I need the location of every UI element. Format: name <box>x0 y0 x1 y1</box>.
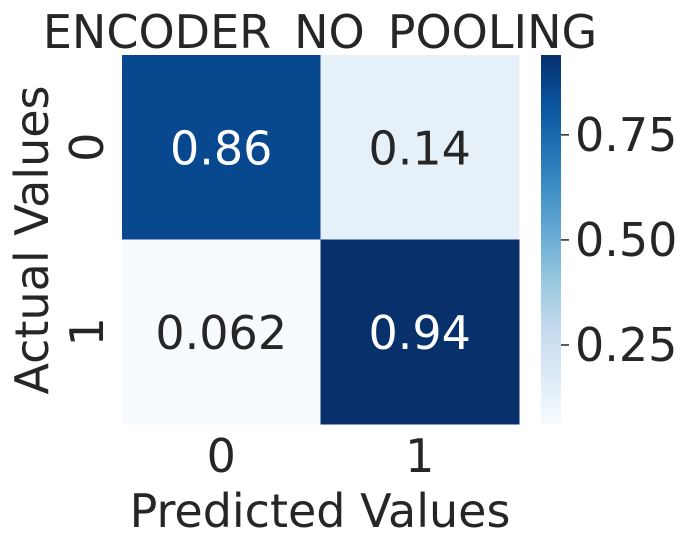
y-axis-label: Actual Values <box>5 85 59 394</box>
chart-title: ENCODER_NO_POOLING <box>43 5 597 59</box>
x-tick-label: 1 <box>405 429 434 483</box>
y-tick-labels: 01 <box>60 133 114 347</box>
heatmap-cell-labels: 0.86 0.14 0.062 0.94 <box>155 121 471 360</box>
heatmap-cell-r0-c1 <box>320 55 520 240</box>
colorbar-tick-label: 0.25 <box>575 318 677 372</box>
cell-value-label: 0.14 <box>369 121 471 175</box>
colorbar-tick-label: 0.75 <box>575 108 677 162</box>
cell-value-label: 0.062 <box>155 306 287 360</box>
colorbar-tick-label: 0.50 <box>575 213 677 267</box>
colorbar-ticks: 0.25 0.50 0.75 <box>561 108 677 372</box>
x-tick-label: 0 <box>207 429 236 483</box>
cell-value-label: 0.86 <box>170 121 272 175</box>
x-axis-label: Predicted Values <box>130 484 511 538</box>
heatmap-cell-r1-c1 <box>320 239 520 425</box>
y-tick-label: 0 <box>60 133 114 162</box>
heatmap-cells <box>122 55 520 425</box>
y-tick-label: 1 <box>60 317 114 346</box>
heatmap-cell-r1-c0 <box>122 239 321 425</box>
colorbar <box>541 55 561 424</box>
cell-value-label: 0.94 <box>369 306 471 360</box>
heatmap-cell-r0-c0 <box>122 55 321 240</box>
